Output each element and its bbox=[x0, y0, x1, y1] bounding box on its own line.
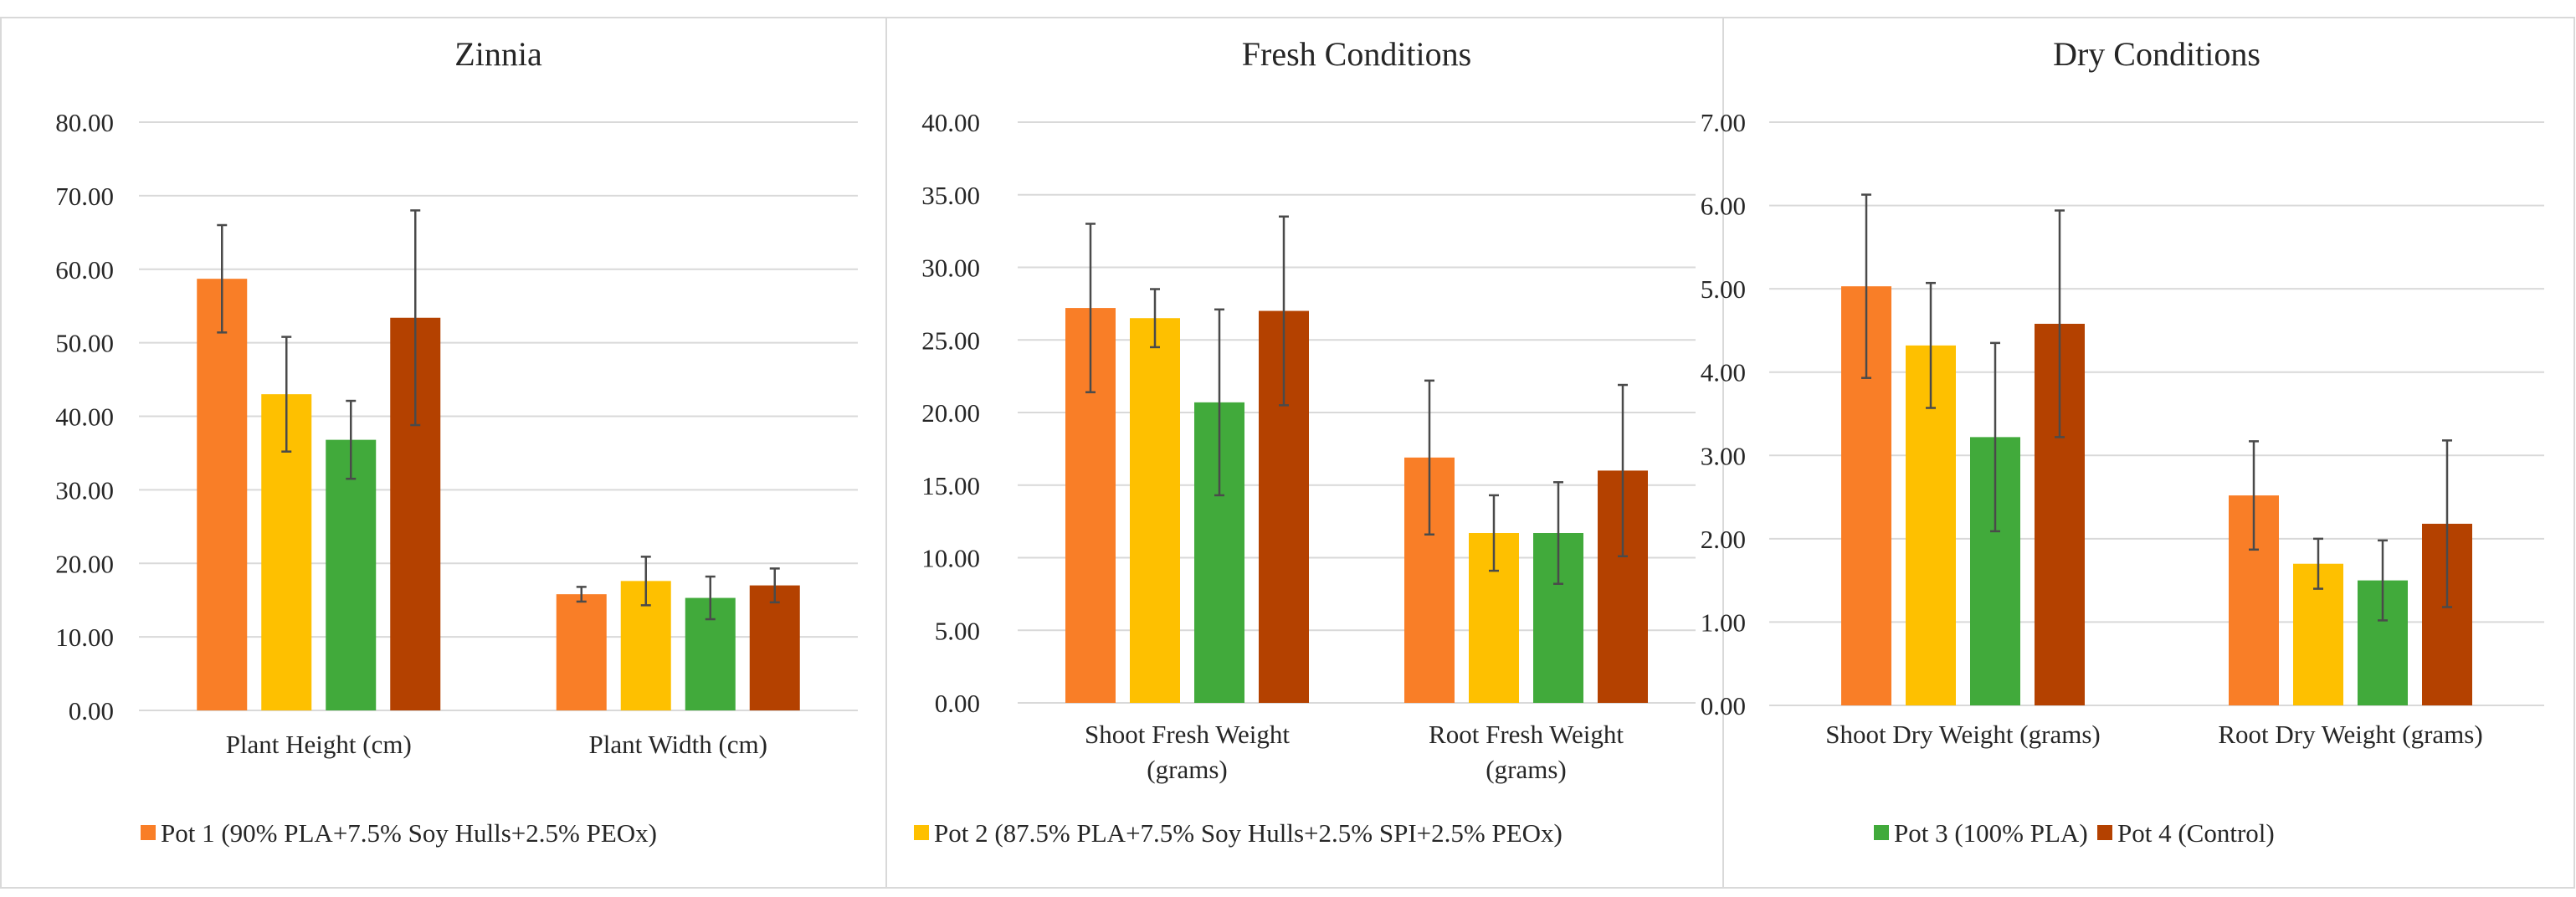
legend-label: Pot 4 (Control) bbox=[2117, 818, 2275, 848]
chart-panel-1 bbox=[0, 17, 887, 889]
y-tick-label: 20.00 bbox=[55, 549, 114, 578]
y-tick-label: 10.00 bbox=[55, 623, 114, 652]
legend-label: Pot 1 (90% PLA+7.5% Soy Hulls+2.5% PEOx) bbox=[161, 818, 657, 848]
chart-1: Zinnia 0.00 10.00 20.00 30.00 40.00 50.00 60.00… bbox=[55, 35, 858, 759]
bar-pot1 bbox=[197, 279, 248, 711]
chart-title: Dry Conditions bbox=[2053, 35, 2260, 73]
y-tick-label: 1.00 bbox=[1701, 607, 1746, 637]
category-label: Shoot Fresh Weight bbox=[1085, 720, 1290, 749]
y-tick-label: 0.00 bbox=[935, 689, 980, 718]
bar-pot4 bbox=[749, 585, 800, 710]
y-tick-label: 6.00 bbox=[1701, 192, 1746, 221]
y-tick-label: 40.00 bbox=[921, 108, 980, 137]
legend-item: Pot 1 (90% PLA+7.5% Soy Hulls+2.5% PEOx) bbox=[141, 818, 657, 848]
bar-pot3 bbox=[326, 439, 377, 710]
chart-3: Dry Conditions 0.00 1.00 2.00 3.00 4.00 5.00 6.… bbox=[1701, 35, 2544, 749]
y-tick-label: 7.00 bbox=[1701, 108, 1746, 137]
bar-pot2 bbox=[1130, 318, 1180, 703]
chart-2: Fresh Conditions 0.00 5.00 10.00 15.00 20.00 2… bbox=[921, 35, 1696, 784]
y-tick-label: 35.00 bbox=[921, 181, 980, 210]
legend-swatch bbox=[141, 825, 156, 840]
category-label: Root Fresh Weight bbox=[1429, 720, 1624, 749]
y-tick-label: 60.00 bbox=[55, 255, 114, 284]
y-tick-label: 3.00 bbox=[1701, 441, 1746, 470]
y-tick-label: 50.00 bbox=[55, 329, 114, 358]
chart-title: Zinnia bbox=[454, 35, 542, 73]
y-tick-label: 0.00 bbox=[1701, 691, 1746, 720]
category-label: Plant Height (cm) bbox=[226, 730, 412, 759]
category-label: Plant Width (cm) bbox=[589, 730, 767, 759]
category-label: Root Dry Weight (grams) bbox=[2218, 720, 2482, 749]
legend-item: Pot 2 (87.5% PLA+7.5% Soy Hulls+2.5% SPI… bbox=[914, 818, 1563, 848]
y-tick-label: 10.00 bbox=[921, 544, 980, 573]
chart-title: Fresh Conditions bbox=[1242, 35, 1471, 73]
category-label: (grams) bbox=[1147, 755, 1227, 784]
y-tick-label: 30.00 bbox=[55, 475, 114, 505]
y-tick-label: 25.00 bbox=[921, 325, 980, 355]
y-tick-label: 20.00 bbox=[921, 398, 980, 428]
y-tick-label: 5.00 bbox=[1701, 274, 1746, 304]
legend-label: Pot 2 (87.5% PLA+7.5% Soy Hulls+2.5% SPI… bbox=[934, 818, 1563, 848]
y-tick-label: 70.00 bbox=[55, 182, 114, 211]
legend-item: Pot 4 (Control) bbox=[2097, 818, 2275, 848]
legend-swatch bbox=[1874, 825, 1889, 840]
y-tick-label: 0.00 bbox=[69, 696, 114, 725]
bar-pot1 bbox=[556, 594, 607, 710]
y-tick-label: 5.00 bbox=[935, 616, 980, 645]
legend-label: Pot 3 (100% PLA) bbox=[1894, 818, 2088, 848]
category-label: (grams) bbox=[1486, 755, 1566, 784]
legend-item: Pot 3 (100% PLA) bbox=[1874, 818, 2088, 848]
y-tick-label: 4.00 bbox=[1701, 358, 1746, 387]
y-tick-label: 80.00 bbox=[55, 108, 114, 137]
category-label: Shoot Dry Weight (grams) bbox=[1825, 720, 2100, 749]
legend-swatch bbox=[2097, 825, 2112, 840]
y-tick-label: 15.00 bbox=[921, 471, 980, 500]
legend-swatch bbox=[914, 825, 929, 840]
y-tick-label: 2.00 bbox=[1701, 525, 1746, 554]
y-tick-label: 40.00 bbox=[55, 402, 114, 432]
y-tick-label: 30.00 bbox=[921, 254, 980, 283]
